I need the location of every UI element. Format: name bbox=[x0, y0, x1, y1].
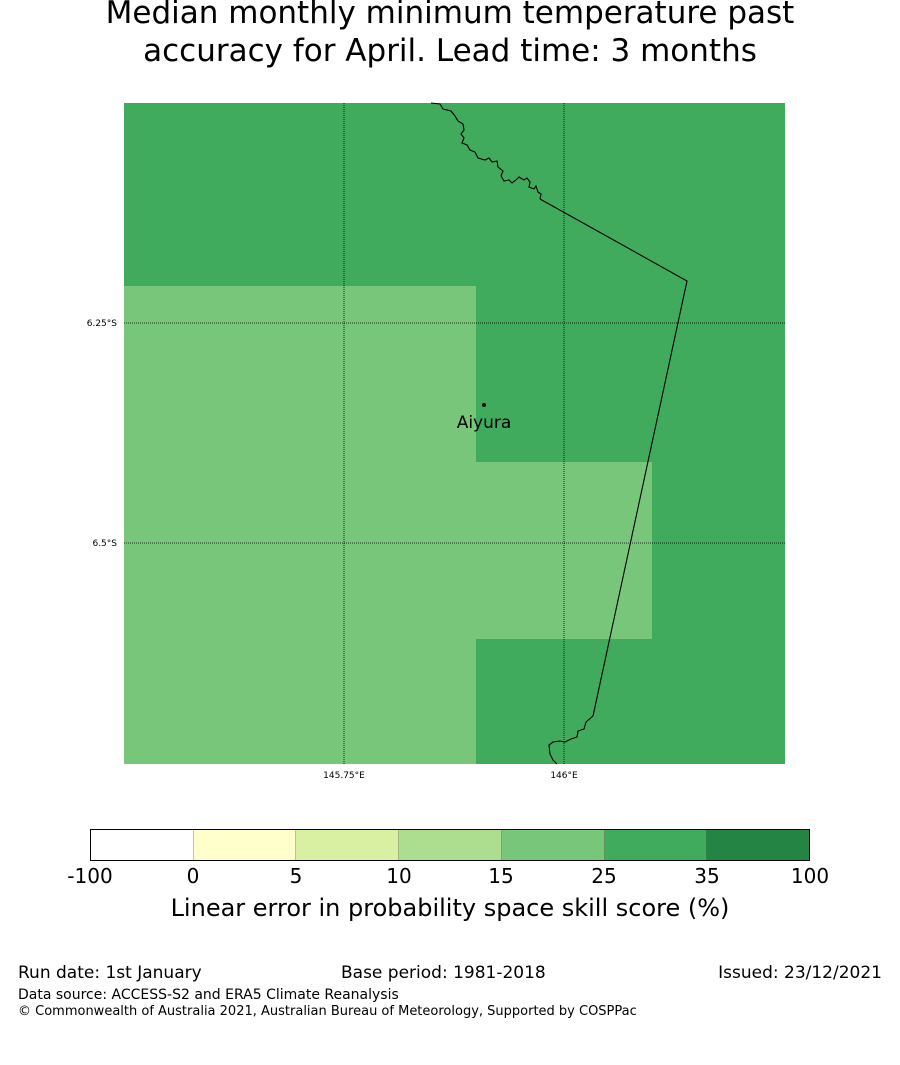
colorbar bbox=[90, 829, 810, 861]
issued-date: Issued: 23/12/2021 bbox=[718, 963, 882, 983]
colorbar-tick-label: 5 bbox=[289, 864, 303, 888]
coastline-north bbox=[430, 102, 542, 200]
lon-label-146: 146°E bbox=[550, 771, 578, 781]
colorbar-segment bbox=[707, 830, 810, 860]
colorbar-segment bbox=[501, 830, 605, 860]
colorbar-tick-label: -100 bbox=[67, 864, 113, 888]
lat-label-6-5: 6.5°S bbox=[92, 539, 117, 549]
map-title: Median monthly minimum temperature past … bbox=[0, 0, 900, 70]
lon-label-145-75: 145.75°E bbox=[323, 771, 365, 781]
colorbar-tick-label: 10 bbox=[386, 864, 412, 888]
run-date: Run date: 1st January bbox=[18, 963, 202, 983]
colorbar-segment bbox=[193, 830, 297, 860]
lat-label-6-25: 6.25°S bbox=[87, 319, 118, 329]
colorbar-tick-label: 25 bbox=[591, 864, 617, 888]
border-line bbox=[539, 198, 688, 717]
base-period: Base period: 1981-2018 bbox=[341, 963, 546, 983]
colorbar-segment bbox=[399, 830, 502, 860]
map-cell-low-skill-east bbox=[476, 462, 652, 639]
coastline-south bbox=[548, 715, 594, 765]
colorbar-segment bbox=[91, 830, 194, 860]
title-line-1: Median monthly minimum temperature past bbox=[105, 0, 795, 31]
colorbar-segment bbox=[296, 830, 400, 860]
colorbar-tick-label: 15 bbox=[488, 864, 514, 888]
colorbar-segment bbox=[604, 830, 708, 860]
colorbar-title: Linear error in probability space skill … bbox=[170, 894, 730, 922]
title-line-2: accuracy for April. Lead time: 3 months bbox=[143, 33, 757, 69]
place-label: Aiyura bbox=[457, 413, 512, 433]
colorbar-tick-label: 0 bbox=[186, 864, 200, 888]
data-source: Data source: ACCESS-S2 and ERA5 Climate … bbox=[18, 987, 399, 1003]
colorbar-tick-label: 35 bbox=[694, 864, 720, 888]
map-panel: 6.25°S 6.5°S 145.75°E 146°E Aiyura bbox=[87, 102, 785, 781]
copyright: © Commonwealth of Australia 2021, Austra… bbox=[18, 1004, 637, 1019]
place-marker bbox=[482, 403, 486, 407]
map-cell-low-skill-west bbox=[124, 286, 476, 764]
colorbar-tick-label: 100 bbox=[790, 864, 830, 888]
